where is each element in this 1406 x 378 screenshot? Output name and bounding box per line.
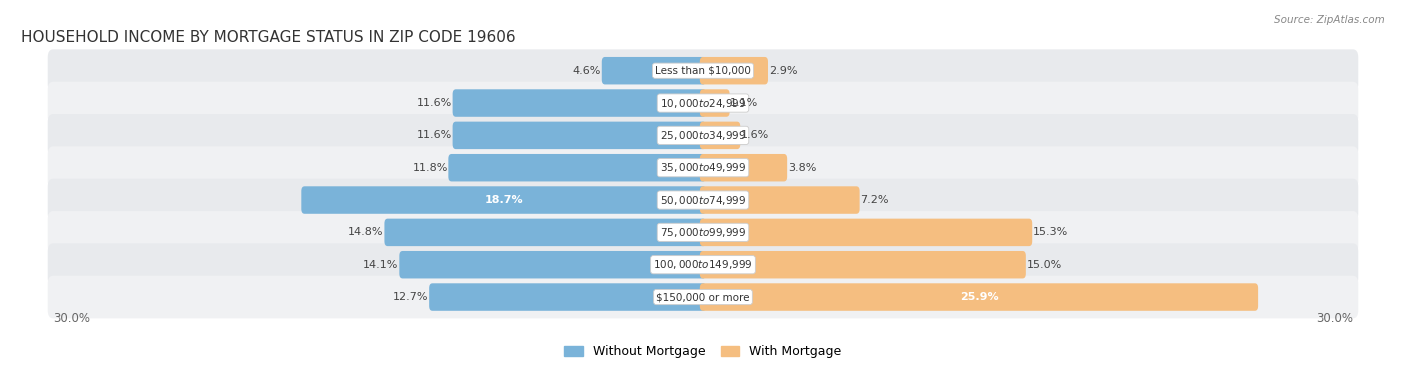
FancyBboxPatch shape bbox=[48, 211, 1358, 254]
FancyBboxPatch shape bbox=[700, 57, 768, 84]
Text: 11.6%: 11.6% bbox=[416, 98, 451, 108]
Text: $150,000 or more: $150,000 or more bbox=[657, 292, 749, 302]
FancyBboxPatch shape bbox=[700, 89, 730, 117]
Text: HOUSEHOLD INCOME BY MORTGAGE STATUS IN ZIP CODE 19606: HOUSEHOLD INCOME BY MORTGAGE STATUS IN Z… bbox=[21, 30, 516, 45]
Text: 1.6%: 1.6% bbox=[741, 130, 769, 140]
Text: 14.8%: 14.8% bbox=[349, 228, 384, 237]
FancyBboxPatch shape bbox=[384, 218, 706, 246]
FancyBboxPatch shape bbox=[700, 251, 1026, 279]
FancyBboxPatch shape bbox=[48, 114, 1358, 157]
FancyBboxPatch shape bbox=[449, 154, 706, 181]
FancyBboxPatch shape bbox=[602, 57, 706, 84]
FancyBboxPatch shape bbox=[48, 276, 1358, 318]
FancyBboxPatch shape bbox=[48, 179, 1358, 222]
Text: $75,000 to $99,999: $75,000 to $99,999 bbox=[659, 226, 747, 239]
FancyBboxPatch shape bbox=[700, 283, 1258, 311]
Text: 3.8%: 3.8% bbox=[787, 163, 817, 173]
Text: 1.1%: 1.1% bbox=[730, 98, 758, 108]
Text: 15.3%: 15.3% bbox=[1033, 228, 1069, 237]
FancyBboxPatch shape bbox=[700, 218, 1032, 246]
FancyBboxPatch shape bbox=[453, 122, 706, 149]
Text: $10,000 to $24,999: $10,000 to $24,999 bbox=[659, 96, 747, 110]
Text: $50,000 to $74,999: $50,000 to $74,999 bbox=[659, 194, 747, 206]
FancyBboxPatch shape bbox=[48, 50, 1358, 92]
Text: Source: ZipAtlas.com: Source: ZipAtlas.com bbox=[1274, 15, 1385, 25]
Text: 12.7%: 12.7% bbox=[394, 292, 429, 302]
Text: 11.8%: 11.8% bbox=[412, 163, 447, 173]
Text: 11.6%: 11.6% bbox=[416, 130, 451, 140]
FancyBboxPatch shape bbox=[700, 122, 741, 149]
Text: 14.1%: 14.1% bbox=[363, 260, 399, 270]
Legend: Without Mortgage, With Mortgage: Without Mortgage, With Mortgage bbox=[560, 340, 846, 363]
Text: 4.6%: 4.6% bbox=[572, 66, 602, 76]
FancyBboxPatch shape bbox=[429, 283, 706, 311]
Text: 30.0%: 30.0% bbox=[1316, 311, 1353, 325]
Text: $100,000 to $149,999: $100,000 to $149,999 bbox=[654, 258, 752, 271]
Text: 18.7%: 18.7% bbox=[485, 195, 523, 205]
Text: Less than $10,000: Less than $10,000 bbox=[655, 66, 751, 76]
Text: 25.9%: 25.9% bbox=[960, 292, 998, 302]
FancyBboxPatch shape bbox=[48, 82, 1358, 124]
FancyBboxPatch shape bbox=[399, 251, 706, 279]
FancyBboxPatch shape bbox=[48, 146, 1358, 189]
Text: $35,000 to $49,999: $35,000 to $49,999 bbox=[659, 161, 747, 174]
Text: $25,000 to $34,999: $25,000 to $34,999 bbox=[659, 129, 747, 142]
FancyBboxPatch shape bbox=[48, 243, 1358, 286]
FancyBboxPatch shape bbox=[700, 186, 859, 214]
Text: 7.2%: 7.2% bbox=[860, 195, 889, 205]
Text: 30.0%: 30.0% bbox=[53, 311, 90, 325]
FancyBboxPatch shape bbox=[453, 89, 706, 117]
Text: 15.0%: 15.0% bbox=[1026, 260, 1062, 270]
FancyBboxPatch shape bbox=[700, 154, 787, 181]
Text: 2.9%: 2.9% bbox=[769, 66, 797, 76]
FancyBboxPatch shape bbox=[301, 186, 706, 214]
